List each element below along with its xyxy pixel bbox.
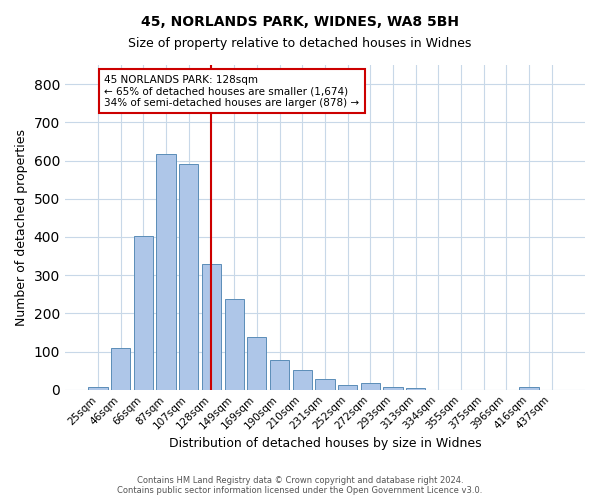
Bar: [361, 383, 380, 390]
Bar: [88, 386, 108, 390]
Bar: [157, 154, 176, 390]
X-axis label: Distribution of detached houses by size in Widnes: Distribution of detached houses by size …: [169, 437, 481, 450]
Text: 45, NORLANDS PARK, WIDNES, WA8 5BH: 45, NORLANDS PARK, WIDNES, WA8 5BH: [141, 15, 459, 29]
Bar: [383, 387, 403, 390]
Bar: [270, 360, 289, 390]
Bar: [111, 348, 130, 390]
Text: Size of property relative to detached houses in Widnes: Size of property relative to detached ho…: [128, 38, 472, 51]
Bar: [224, 299, 244, 390]
Bar: [179, 164, 199, 390]
Y-axis label: Number of detached properties: Number of detached properties: [15, 129, 28, 326]
Bar: [202, 264, 221, 390]
Bar: [293, 370, 312, 390]
Bar: [134, 236, 153, 390]
Bar: [406, 388, 425, 390]
Bar: [247, 338, 266, 390]
Bar: [338, 385, 357, 390]
Bar: [520, 386, 539, 390]
Text: 45 NORLANDS PARK: 128sqm
← 65% of detached houses are smaller (1,674)
34% of sem: 45 NORLANDS PARK: 128sqm ← 65% of detach…: [104, 74, 359, 108]
Bar: [315, 379, 335, 390]
Text: Contains HM Land Registry data © Crown copyright and database right 2024.
Contai: Contains HM Land Registry data © Crown c…: [118, 476, 482, 495]
